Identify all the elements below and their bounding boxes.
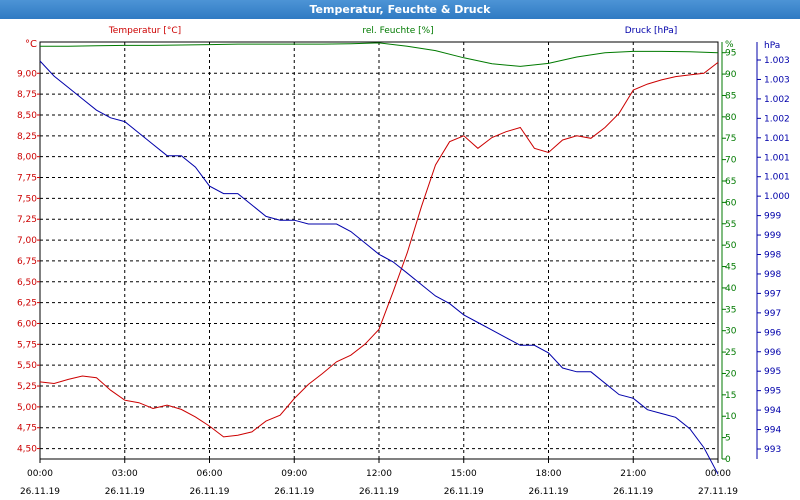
humidity-tick-label: 30 (725, 327, 737, 337)
pressure-tick-label: 999 (764, 231, 781, 241)
pressure-tick-label: 1.003 (764, 56, 790, 66)
pressure-tick-label: 1.000 (764, 192, 790, 202)
x-tick-label-time: 00:00 (27, 469, 53, 479)
x-tick-label-date: 27.11.19 (698, 487, 738, 497)
x-tick-label-date: 26.11.19 (613, 487, 653, 497)
left-tick-label: 8,75 (17, 90, 37, 100)
humidity-tick-label: 65 (725, 177, 736, 187)
temperature-line (39, 62, 719, 438)
humidity-tick-label: 90 (725, 70, 737, 80)
pressure-legend-label: Druck [hPa] (625, 26, 678, 36)
left-tick-label: 7,25 (17, 215, 37, 225)
humidity-tick-label: 35 (725, 305, 736, 315)
pressure-tick-label: 1.002 (764, 114, 790, 124)
left-tick-label: 7,75 (17, 174, 37, 184)
x-tick-label-date: 26.11.19 (444, 487, 484, 497)
humidity-tick-label: 80 (725, 113, 737, 123)
x-tick-label-date: 26.11.19 (528, 487, 568, 497)
pressure-tick-label: 1.003 (764, 75, 790, 85)
humidity-tick-label: 40 (725, 284, 737, 294)
pressure-tick-label: 994 (764, 426, 781, 436)
left-tick-label: 5,75 (17, 340, 37, 350)
pressure-tick-label: 1.001 (764, 173, 790, 183)
left-tick-label: 5,50 (17, 361, 37, 371)
chart-title-bar: Temperatur, Feuchte & Druck (0, 0, 800, 19)
left-tick-label: 6,75 (17, 257, 37, 267)
left-tick-label: 7,50 (17, 194, 37, 204)
x-tick-label-time: 00:00 (705, 469, 731, 479)
humidity-tick-label: 55 (725, 220, 736, 230)
humidity-tick-label: 0 (725, 455, 731, 465)
left-tick-label: 4,50 (17, 445, 37, 455)
temperature-legend-label: Temperatur [°C] (108, 26, 181, 36)
x-tick-label-time: 06:00 (197, 469, 223, 479)
x-tick-label-time: 03:00 (112, 469, 138, 479)
pressure-tick-label: 997 (764, 309, 781, 319)
chart-title: Temperatur, Feuchte & Druck (309, 3, 491, 16)
x-tick-label-date: 26.11.19 (20, 487, 60, 497)
humidity-tick-label: 15 (725, 391, 736, 401)
x-tick-label-time: 21:00 (620, 469, 646, 479)
label-layer: 00:00 26.11.19 03:00 26.11.19 06:00 26.11.19 0… (17, 26, 790, 497)
left-tick-label: 9,00 (17, 69, 37, 79)
x-tick-label-time: 15:00 (451, 469, 477, 479)
pressure-tick-label: 1.001 (764, 153, 790, 163)
series-layer (39, 42, 719, 475)
grid (37, 41, 761, 463)
humidity-tick-label: 10 (725, 412, 737, 422)
humidity-tick-label: 50 (725, 241, 737, 251)
pressure-axis-unit: hPa (764, 41, 780, 51)
x-tick-label-date: 26.11.19 (105, 487, 145, 497)
left-tick-label: 5,00 (17, 403, 37, 413)
humidity-tick-label: 25 (725, 348, 736, 358)
pressure-line (39, 60, 719, 475)
left-tick-label: 6,25 (17, 299, 37, 309)
pressure-tick-label: 996 (764, 348, 781, 358)
pressure-tick-label: 998 (764, 270, 781, 280)
x-tick-label-time: 09:00 (281, 469, 307, 479)
left-tick-label: 8,50 (17, 111, 37, 121)
humidity-legend-label: rel. Feuchte [%] (362, 26, 433, 36)
pressure-tick-label: 1.002 (764, 95, 790, 105)
x-tick-label-time: 12:00 (366, 469, 392, 479)
humidity-tick-label: 60 (725, 198, 737, 208)
pressure-tick-label: 993 (764, 445, 781, 455)
pressure-tick-label: 995 (764, 387, 781, 397)
left-tick-label: 5,25 (17, 382, 37, 392)
humidity-axis-unit: % (725, 40, 734, 50)
humidity-tick-label: 20 (725, 369, 737, 379)
pressure-tick-label: 1.001 (764, 134, 790, 144)
left-axis-unit: °C (25, 39, 37, 50)
humidity-line (40, 42, 719, 67)
pressure-tick-label: 997 (764, 289, 781, 299)
pressure-tick-label: 998 (764, 251, 781, 261)
left-tick-label: 8,25 (17, 132, 37, 142)
humidity-tick-label: 70 (725, 156, 737, 166)
humidity-tick-label: 95 (725, 49, 736, 59)
x-tick-label-date: 26.11.19 (274, 487, 314, 497)
pressure-tick-label: 995 (764, 367, 781, 377)
x-tick-label-date: 26.11.19 (359, 487, 399, 497)
left-tick-label: 6,50 (17, 278, 37, 288)
pressure-tick-label: 994 (764, 406, 781, 416)
humidity-tick-label: 5 (725, 434, 731, 444)
humidity-tick-label: 45 (725, 263, 736, 273)
humidity-tick-label: 75 (725, 134, 736, 144)
left-tick-label: 6,00 (17, 319, 37, 329)
pressure-tick-label: 999 (764, 212, 781, 222)
left-tick-label: 7,00 (17, 236, 37, 246)
humidity-tick-label: 85 (725, 91, 736, 101)
x-tick-label-date: 26.11.19 (189, 487, 229, 497)
left-tick-label: 8,00 (17, 153, 37, 163)
left-tick-label: 4,75 (17, 424, 37, 434)
pressure-tick-label: 996 (764, 328, 781, 338)
x-tick-label-time: 18:00 (536, 469, 562, 479)
